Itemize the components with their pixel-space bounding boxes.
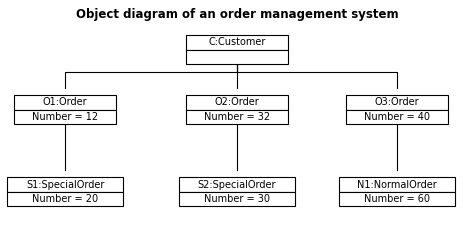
FancyBboxPatch shape xyxy=(186,35,288,49)
FancyBboxPatch shape xyxy=(179,178,295,192)
FancyBboxPatch shape xyxy=(7,192,123,206)
FancyBboxPatch shape xyxy=(179,192,295,206)
Text: Number = 30: Number = 30 xyxy=(204,194,270,204)
FancyBboxPatch shape xyxy=(339,192,456,206)
FancyBboxPatch shape xyxy=(14,110,116,124)
Text: Number = 20: Number = 20 xyxy=(32,194,98,204)
Text: Number = 12: Number = 12 xyxy=(32,112,98,122)
Text: Object diagram of an order management system: Object diagram of an order management sy… xyxy=(76,8,398,21)
Text: C:Customer: C:Customer xyxy=(208,37,266,47)
FancyBboxPatch shape xyxy=(186,49,288,64)
Text: Number = 40: Number = 40 xyxy=(364,112,430,122)
FancyBboxPatch shape xyxy=(339,178,456,192)
Text: O1:Order: O1:Order xyxy=(43,97,87,107)
Text: S1:SpecialOrder: S1:SpecialOrder xyxy=(26,180,104,190)
FancyBboxPatch shape xyxy=(7,178,123,192)
FancyBboxPatch shape xyxy=(186,110,288,124)
FancyBboxPatch shape xyxy=(14,95,116,110)
Text: S2:SpecialOrder: S2:SpecialOrder xyxy=(198,180,276,190)
FancyBboxPatch shape xyxy=(346,95,448,110)
Text: Number = 60: Number = 60 xyxy=(364,194,430,204)
Text: O2:Order: O2:Order xyxy=(215,97,259,107)
FancyBboxPatch shape xyxy=(346,110,448,124)
Text: O3:Order: O3:Order xyxy=(375,97,419,107)
Text: Number = 32: Number = 32 xyxy=(204,112,270,122)
Text: N1:NormalOrder: N1:NormalOrder xyxy=(357,180,437,190)
FancyBboxPatch shape xyxy=(186,95,288,110)
